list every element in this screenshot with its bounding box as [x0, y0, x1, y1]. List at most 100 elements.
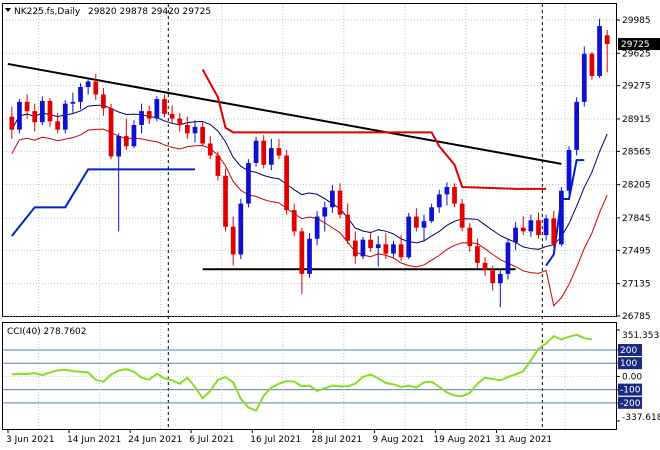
candle-body — [70, 101, 76, 104]
price-tick-label: 27135 — [622, 280, 651, 290]
candle-body — [597, 26, 602, 76]
candle-body — [490, 270, 496, 284]
candle-body — [536, 220, 541, 236]
candle-body — [589, 53, 595, 76]
candle-body — [78, 87, 83, 102]
candle-body — [551, 218, 557, 245]
candle-body — [375, 244, 381, 249]
candle-body — [482, 262, 488, 271]
candle-body — [17, 101, 22, 130]
candle-body — [276, 148, 282, 156]
cci-level-label: 200 — [620, 346, 637, 356]
cci-axis: 351.3536 200 100 0.00 -100 -200 -337.618 — [616, 329, 660, 423]
candle-body — [39, 100, 45, 123]
candle-body — [116, 136, 122, 157]
candle-body — [368, 239, 373, 249]
date-tick-label: 16 Jul 2021 — [250, 435, 301, 445]
price-tick-label: 29275 — [622, 82, 651, 92]
candle-body — [314, 216, 320, 239]
date-tick-label: 3 Jun 2021 — [6, 435, 54, 445]
dropdown-triangle-icon[interactable] — [5, 8, 11, 12]
candle-body — [543, 218, 549, 236]
candle-body — [200, 126, 206, 144]
price-tick-label: 28565 — [622, 147, 651, 157]
cci-level-label: 100 — [620, 359, 637, 369]
candle-body — [429, 207, 434, 222]
date-tick-label: 6 Jul 2021 — [189, 435, 234, 445]
candle-body — [566, 149, 572, 191]
candle-body — [581, 53, 587, 102]
candle-body — [207, 143, 213, 156]
red-stop-line — [201, 69, 547, 190]
candle-body — [291, 210, 297, 232]
candle-body — [24, 101, 30, 112]
ohlc-header: 29820 29878 29420 29725 — [88, 7, 211, 17]
cci-label: CCI(40) 278.7602 — [7, 327, 87, 337]
candle-body — [253, 140, 259, 163]
candle-body — [459, 203, 465, 228]
candle-body — [330, 190, 335, 208]
candle-body — [284, 155, 289, 211]
candle-body — [444, 186, 450, 195]
candle-body — [299, 231, 305, 274]
cci-level-box — [618, 343, 642, 356]
candle-body — [47, 100, 53, 122]
candle-body — [230, 226, 236, 255]
candle-body — [268, 148, 274, 165]
cci-level-box — [618, 357, 642, 370]
date-tick-label: 14 Jun 2021 — [67, 435, 121, 445]
cci-series — [11, 333, 593, 413]
candle-body — [93, 81, 99, 95]
candle-body — [108, 108, 114, 157]
candle-body — [505, 242, 511, 274]
date-tick-label: 28 Jul 2021 — [311, 435, 362, 445]
blue-stop-line — [11, 168, 196, 237]
candle-body — [352, 240, 358, 257]
price-tick-label: 29625 — [622, 49, 651, 59]
price-tick-label: 29985 — [622, 16, 651, 26]
date-tick-label: 9 Aug 2021 — [372, 435, 424, 445]
cci-level-box — [618, 396, 642, 409]
candle-body — [177, 118, 183, 125]
cci-line — [11, 333, 593, 413]
candle-body — [9, 116, 15, 130]
price-tick-label: 28205 — [622, 181, 651, 191]
candlestick-series — [9, 18, 610, 308]
candle-body — [475, 246, 480, 263]
candle-body — [123, 136, 129, 147]
candle-body — [383, 244, 389, 254]
candle-body — [32, 111, 38, 123]
candle-body — [406, 216, 412, 258]
candle-body — [337, 190, 343, 215]
candle-body — [192, 126, 198, 134]
date-tick-label: 19 Aug 2021 — [433, 435, 491, 445]
price-tick-label: 27845 — [622, 214, 651, 224]
candle-body — [436, 194, 442, 208]
candle-body — [185, 124, 190, 134]
cci-level-box — [618, 383, 642, 396]
candle-body — [452, 186, 457, 204]
candle-body — [85, 81, 91, 88]
current-price-label: 29725 — [621, 40, 650, 50]
current-price-box — [618, 38, 660, 51]
candle-body — [559, 190, 564, 245]
candle-body — [520, 227, 526, 232]
candle-body — [604, 35, 610, 45]
cci-level-label: -200 — [620, 399, 641, 409]
date-tick-label: 24 Jun 2021 — [128, 435, 182, 445]
candle-body — [169, 113, 175, 119]
candle-body — [360, 239, 366, 257]
candle-body — [413, 216, 419, 228]
candle-body — [307, 238, 312, 274]
candle-body — [238, 203, 244, 255]
candle-body — [467, 227, 473, 247]
cci-level-label: -100 — [620, 386, 641, 396]
candle-body — [345, 214, 351, 241]
candle-body — [513, 227, 518, 243]
cci-tick-label: 351.3536 — [622, 331, 660, 341]
candle-body — [139, 111, 144, 125]
candle-body — [261, 140, 267, 165]
candle-body — [62, 103, 68, 130]
descending-trendline — [7, 62, 562, 165]
candle-body — [528, 220, 534, 232]
